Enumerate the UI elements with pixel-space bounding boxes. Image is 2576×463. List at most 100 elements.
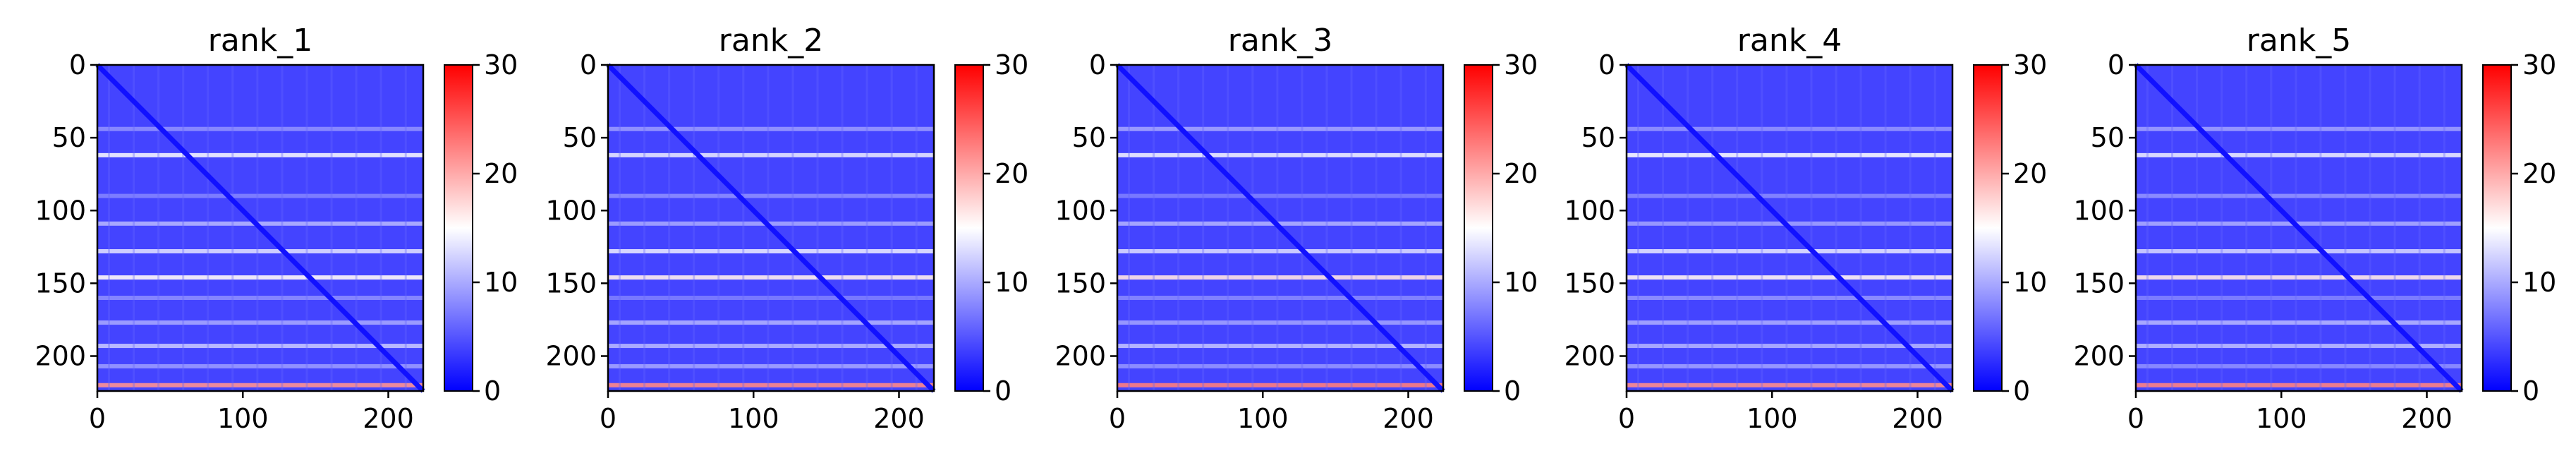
heatmap-band <box>608 383 934 387</box>
heatmap-band <box>1627 126 1952 131</box>
heatmap-band <box>97 320 423 325</box>
heatmap-band <box>2136 249 2462 253</box>
y-tick-label: 100 <box>1055 195 1106 226</box>
y-tick-label: 50 <box>2091 122 2125 153</box>
colorbar-tick-label: 30 <box>995 49 1028 80</box>
y-tick-label: 100 <box>35 195 86 226</box>
y-tick-label: 150 <box>1564 267 1615 299</box>
colorbar-frame <box>444 64 473 392</box>
x-tick-label: 0 <box>2127 403 2144 434</box>
colorbar-tick-label: 30 <box>2522 49 2556 80</box>
heatmap-band <box>2136 383 2462 387</box>
heatmap-band <box>1627 221 1952 226</box>
panel-title: rank_5 <box>2247 23 2351 59</box>
heatmap-band <box>1627 296 1952 300</box>
heatmap-band <box>97 193 423 198</box>
heatmap-band <box>1117 152 1443 157</box>
heatmap-band <box>97 383 423 387</box>
panel-title: rank_1 <box>208 23 312 59</box>
axes-frame <box>96 64 425 392</box>
heatmap-band <box>1627 152 1952 157</box>
colorbar-tick-label: 10 <box>484 267 518 298</box>
colorbar-tick-label: 0 <box>484 375 501 407</box>
colorbar-tick-label: 10 <box>995 267 1028 298</box>
colorbar-tick-label: 30 <box>1504 49 1538 80</box>
x-tick-label: 0 <box>1109 403 1126 434</box>
panel-title: rank_3 <box>1228 23 1332 59</box>
colorbar-tick-label: 20 <box>1504 158 1538 189</box>
heatmap-band <box>1117 296 1443 300</box>
heatmap-band <box>2136 193 2462 198</box>
colorbar <box>1974 65 2002 391</box>
heatmap-band <box>2136 320 2462 325</box>
panel-title: rank_2 <box>719 23 823 59</box>
heatmap-band <box>2136 152 2462 157</box>
heatmap-band <box>608 126 934 131</box>
y-tick-label: 50 <box>1072 122 1106 153</box>
axes-frame <box>2134 64 2463 392</box>
y-tick-label: 0 <box>580 49 597 80</box>
y-tick-label: 150 <box>545 267 597 299</box>
heatmap-band <box>97 152 423 157</box>
x-tick-label: 100 <box>2256 403 2307 434</box>
heatmap-diagonal <box>606 63 936 393</box>
heatmap-band <box>1117 126 1443 131</box>
heatmap-band <box>608 249 934 253</box>
colorbar-tick-label: 20 <box>995 158 1028 189</box>
heatmap-band <box>608 152 934 157</box>
heatmap-band <box>97 126 423 131</box>
x-tick-label: 100 <box>1746 403 1798 434</box>
heatmap-band <box>2136 344 2462 349</box>
colorbar <box>955 65 983 391</box>
y-tick-label: 0 <box>69 49 86 80</box>
heatmap-band <box>1627 383 1952 387</box>
heatmap-band <box>97 275 423 280</box>
axes-frame <box>1625 64 1954 392</box>
colorbar-tick-label: 10 <box>2013 267 2047 298</box>
x-tick-label: 100 <box>728 403 779 434</box>
heatmap-band <box>1117 363 1443 368</box>
y-tick-label: 200 <box>35 341 86 372</box>
heatmap-band <box>2136 275 2462 280</box>
colorbar-tick-label: 30 <box>484 49 518 80</box>
heatmap-band <box>1627 320 1952 325</box>
y-tick-label: 150 <box>35 267 86 299</box>
heatmap-band <box>97 344 423 349</box>
heatmap-band <box>97 249 423 253</box>
heatmap-band <box>1117 221 1443 226</box>
heatmap-band <box>608 221 934 226</box>
y-tick-label: 50 <box>563 122 597 153</box>
colorbar-tick-label: 30 <box>2013 49 2047 80</box>
x-tick-label: 200 <box>1383 403 1434 434</box>
heatmap-diagonal <box>95 63 425 393</box>
heatmap-diagonal <box>1115 63 1445 393</box>
heatmap-band <box>2136 126 2462 131</box>
heatmap-band <box>1627 344 1952 349</box>
x-tick-label: 200 <box>873 403 925 434</box>
heatmap-diagonal <box>1624 63 1955 393</box>
colorbar <box>444 65 473 391</box>
heatmap-band <box>1627 249 1952 253</box>
heatmap-band <box>2136 363 2462 368</box>
y-tick-label: 150 <box>2073 267 2125 299</box>
y-tick-label: 200 <box>2073 341 2125 372</box>
colorbar-tick-label: 20 <box>484 158 518 189</box>
heatmap-band <box>608 193 934 198</box>
axes-frame <box>607 64 935 392</box>
y-tick-label: 200 <box>1564 341 1615 372</box>
colorbar-tick-label: 10 <box>1504 267 1538 298</box>
colorbar-frame <box>954 64 984 392</box>
heatmap-band <box>1117 249 1443 253</box>
x-tick-label: 0 <box>89 403 106 434</box>
heatmap-band <box>608 363 934 368</box>
heatmap-band <box>1117 320 1443 325</box>
y-tick-label: 0 <box>1089 49 1106 80</box>
colorbar-tick-label: 10 <box>2522 267 2556 298</box>
colorbar-tick-label: 0 <box>2522 375 2539 407</box>
heatmap-band <box>1627 363 1952 368</box>
y-tick-label: 100 <box>545 195 597 226</box>
y-tick-label: 50 <box>1581 122 1615 153</box>
